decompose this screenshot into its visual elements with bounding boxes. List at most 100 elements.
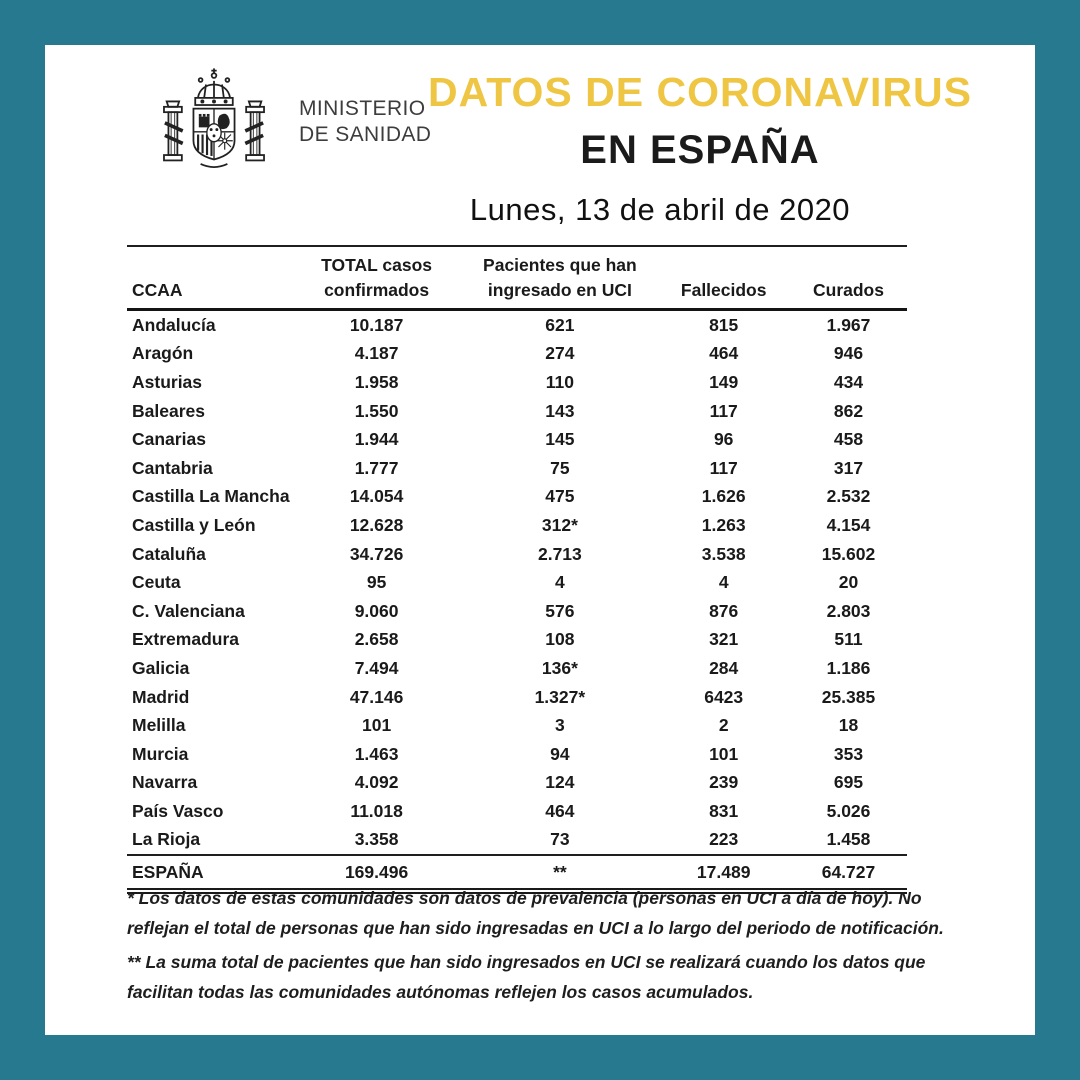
column-header: CCAA — [127, 245, 291, 311]
title-block: DATOS DE CORONAVIRUS EN ESPAÑA — [395, 69, 1005, 173]
table-cell: 94 — [550, 743, 570, 764]
table-cell: 1.944 — [354, 429, 399, 450]
table-cell: 317 — [833, 457, 864, 478]
table-cell: 2.803 — [826, 600, 871, 621]
table-cell: 18 — [838, 715, 859, 736]
table-cell: 117 — [709, 457, 738, 478]
table-cell: 169.496 — [290, 854, 463, 895]
table-cell: 1.186 — [826, 657, 871, 678]
table-cell: 136* — [541, 657, 578, 678]
table-cell: Murcia — [132, 743, 189, 764]
table-cell: 20 — [838, 572, 859, 593]
table-cell: 621 — [545, 314, 575, 335]
spain-coat-of-arms-icon — [163, 68, 265, 169]
table-cell: 4 — [718, 572, 729, 593]
table-row: Cantabria 1.777 75 117 317 — [127, 454, 907, 483]
table-cell: 2 — [718, 715, 729, 736]
table-row: C. Valenciana 9.060 576 876 2.803 — [127, 597, 907, 626]
table-cell: 1.327* — [534, 686, 586, 707]
table-cell: 75 — [550, 457, 570, 478]
table-cell: 2.532 — [826, 486, 871, 507]
ministry-name-line1: MINISTERIO — [299, 96, 426, 120]
table-row: La Rioja 3.358 73 223 1.458 — [127, 826, 907, 856]
table-cell: 353 — [833, 743, 864, 764]
footnote: ** La suma total de pacientes que han si… — [127, 951, 926, 1003]
table-row: Galicia 7.494 136* 284 1.186 — [127, 654, 907, 683]
table-body: Andalucía 10.187 621 815 1.967 Aragón 4.187 274… — [127, 310, 907, 895]
table-row: Baleares 1.550 143 117 862 — [127, 397, 907, 426]
table-cell: 145 — [545, 429, 575, 450]
data-table: CCAA TOTAL casos confirmados Pacientes que … — [127, 245, 907, 895]
table-cell: 274 — [545, 343, 575, 364]
table-cell: Andalucía — [132, 314, 216, 335]
table-cell: Cantabria — [132, 457, 213, 478]
table-cell: 143 — [545, 400, 575, 421]
table-cell: 73 — [550, 829, 570, 850]
table-cell: 95 — [366, 572, 387, 593]
table-cell: 64.727 — [789, 854, 907, 895]
table-cell: 2.713 — [537, 543, 582, 564]
table-total-row: ESPAÑA 169.496 ** 17.489 64.727 — [127, 854, 907, 895]
table-cell: 5.026 — [826, 800, 871, 821]
table-row: Extremadura 2.658 108 321 511 — [127, 626, 907, 655]
table-row: Canarias 1.944 145 96 458 — [127, 425, 907, 454]
table-cell: 15.602 — [821, 543, 876, 564]
table-cell: 34.726 — [349, 543, 404, 564]
table-cell: Melilla — [132, 715, 186, 736]
table-cell: 96 — [713, 429, 734, 450]
footnotes: * Los datos de estas comunidades son dat… — [127, 883, 965, 1011]
page-subtitle: EN ESPAÑA — [580, 128, 820, 172]
table-cell: 110 — [545, 371, 574, 392]
table-cell: 1.463 — [354, 743, 399, 764]
table-cell: 12.628 — [349, 514, 404, 535]
table-cell: 17.489 — [657, 854, 790, 895]
table-cell: 3.538 — [701, 543, 746, 564]
table-row: Ceuta 95 4 4 20 — [127, 568, 907, 597]
column-header: Fallecidos — [657, 245, 790, 311]
table-cell: Castilla La Mancha — [132, 486, 290, 507]
table-cell: 10.187 — [349, 314, 404, 335]
table-cell: C. Valenciana — [132, 600, 245, 621]
table-cell: 434 — [833, 371, 864, 392]
table-cell: 2.658 — [354, 629, 399, 650]
table-row: Navarra 4.092 124 239 695 — [127, 769, 907, 798]
table-cell: Cataluña — [132, 543, 206, 564]
table-cell: 3 — [555, 715, 565, 736]
table-cell: 11.018 — [350, 800, 403, 821]
table-cell: 464 — [709, 343, 739, 364]
table-cell: 7.494 — [354, 657, 399, 678]
column-header: TOTAL casos confirmados — [290, 245, 463, 311]
table-cell: Castilla y León — [132, 514, 256, 535]
table-cell: 312* — [541, 514, 578, 535]
table-cell: ** — [462, 854, 658, 895]
table-cell: 239 — [709, 772, 739, 793]
table-cell: 862 — [833, 400, 864, 421]
table-row: Aragón 4.187 274 464 946 — [127, 340, 907, 369]
ministry-name-line2: DE SANIDAD — [299, 123, 432, 146]
page-title: DATOS DE CORONAVIRUS — [428, 69, 972, 115]
table-cell: 6423 — [704, 686, 744, 707]
table-row: Madrid 47.146 1.327* 6423 25.385 — [127, 683, 907, 712]
table-cell: 4.154 — [826, 514, 871, 535]
column-header: Pacientes que han ingresado en UCI — [462, 245, 658, 311]
table-cell: Ceuta — [132, 572, 181, 593]
table-cell: 3.358 — [354, 829, 399, 850]
table-cell: 464 — [545, 800, 575, 821]
table-wrap: CCAA TOTAL casos confirmados Pacientes que … — [127, 245, 907, 895]
table-row: Castilla La Mancha 14.054 475 1.626 2.532 — [127, 483, 907, 512]
table-cell: 576 — [545, 600, 575, 621]
table-cell: Galicia — [132, 657, 190, 678]
table-cell: 4.187 — [354, 343, 399, 364]
table-cell: Aragón — [132, 343, 194, 364]
content-panel: MINISTERIO DE SANIDAD DATOS DE CORONAVIR… — [45, 45, 1035, 1035]
table-cell: 117 — [709, 400, 738, 421]
table-cell: 47.146 — [349, 686, 404, 707]
table-cell: 1.458 — [826, 829, 871, 850]
table-cell: 14.054 — [349, 486, 404, 507]
table-cell: 149 — [709, 371, 739, 392]
ministry-logo-block: MINISTERIO DE SANIDAD — [147, 59, 431, 185]
table-row: Castilla y León 12.628 312* 1.263 4.154 — [127, 511, 907, 540]
table-row: Asturias 1.958 110 149 434 — [127, 368, 907, 397]
ministry-name: MINISTERIO DE SANIDAD — [299, 96, 431, 149]
